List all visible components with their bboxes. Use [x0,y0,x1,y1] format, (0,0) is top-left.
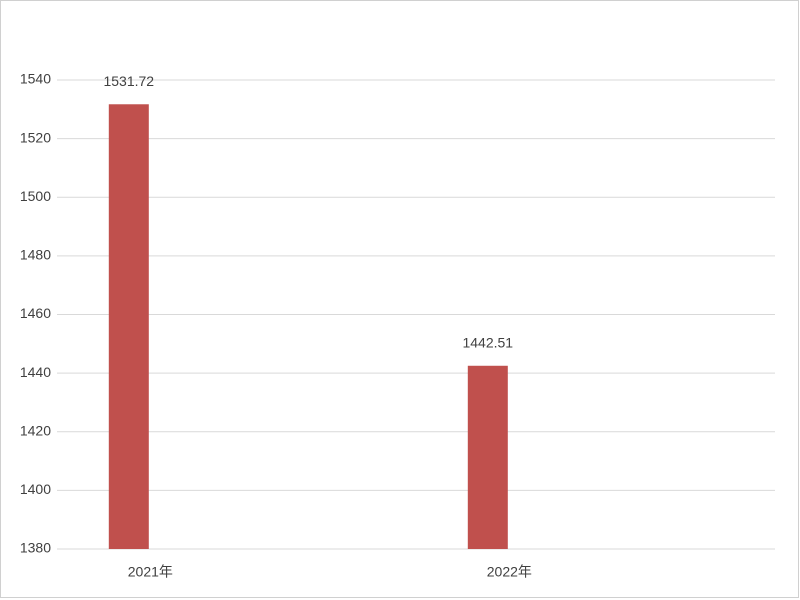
y-tick-label: 1420 [20,422,51,438]
y-tick-label: 1540 [20,71,51,87]
y-tick-label: 1400 [20,481,51,497]
data-label: 1531.72 [103,73,154,89]
y-tick-label: 1440 [20,364,51,380]
y-tick-label: 1460 [20,305,51,321]
bar [108,104,149,549]
data-label: 1442.51 [462,334,513,350]
y-tick-label: 1500 [20,188,51,204]
y-tick-label: 1380 [20,540,51,556]
x-tick-label: 2021年 [128,564,173,580]
y-tick-label: 1520 [20,129,51,145]
bar [467,365,508,549]
x-tick-label: 2022年 [487,564,532,580]
y-tick-label: 1480 [20,247,51,263]
